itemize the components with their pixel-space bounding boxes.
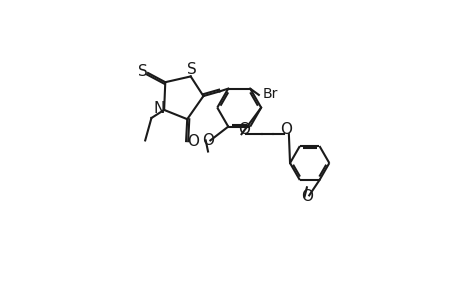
Text: O: O <box>300 189 312 204</box>
Text: Br: Br <box>263 87 278 101</box>
Text: O: O <box>187 134 199 148</box>
Text: S: S <box>186 62 196 77</box>
Text: S: S <box>138 64 148 79</box>
Text: N: N <box>153 101 164 116</box>
Text: O: O <box>280 122 292 136</box>
Text: O: O <box>237 122 249 136</box>
Text: O: O <box>202 133 213 148</box>
